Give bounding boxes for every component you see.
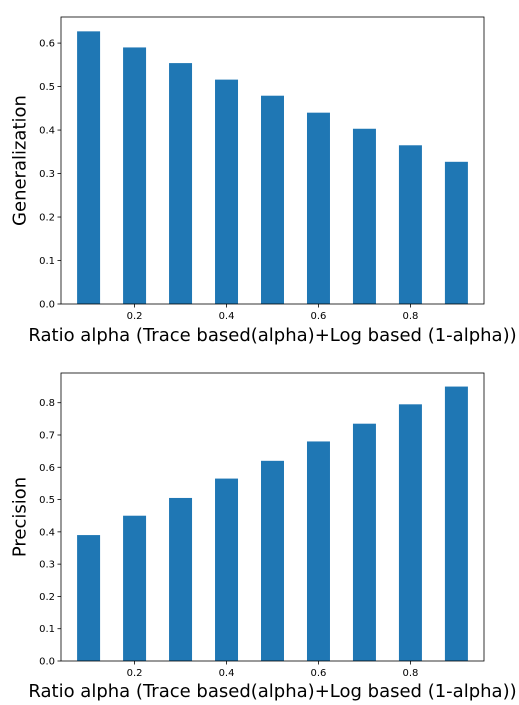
generalization-y-axis-label: Generalization xyxy=(10,95,31,226)
generalization-bars xyxy=(77,31,468,305)
precision-y-tick-label: 0.1 xyxy=(39,624,55,635)
precision-bars xyxy=(77,386,468,661)
generalization-bar xyxy=(306,112,330,305)
generalization-bar xyxy=(352,128,376,304)
generalization-y-tick-label: 0.5 xyxy=(39,82,55,93)
generalization-bar xyxy=(261,95,284,304)
precision-bar xyxy=(444,386,468,661)
precision-y-tick-label: 0.0 xyxy=(39,657,55,668)
generalization-x-tick-label: 0.2 xyxy=(127,311,143,322)
precision-y-tick-label: 0.4 xyxy=(39,527,55,538)
generalization-bar xyxy=(444,161,468,304)
generalization-x-axis-label: Ratio alpha (Trace based(alpha)+Log base… xyxy=(28,325,516,346)
generalization-x-tick-label: 0.4 xyxy=(219,311,235,322)
generalization-y-tick-label: 0.6 xyxy=(39,39,55,50)
generalization-bar xyxy=(398,145,422,304)
generalization-bar xyxy=(215,79,239,304)
generalization-y-tick-label: 0.1 xyxy=(39,256,55,267)
precision-y-tick-label: 0.6 xyxy=(39,463,55,474)
precision-bar xyxy=(169,497,193,661)
precision-bar xyxy=(306,441,330,661)
precision-y-axis-label: Precision xyxy=(10,477,31,557)
precision-y-tick-label: 0.3 xyxy=(39,560,55,571)
generalization-y-tick-label: 0.0 xyxy=(39,300,55,311)
generalization-y-tick-label: 0.4 xyxy=(39,126,55,137)
generalization-chart: 0.0 0.1 0.2 0.3 0.4 0.5 0.6 0.2 0.4 0.6 0.8 Gener… xyxy=(10,16,517,346)
precision-y-tick-label: 0.7 xyxy=(39,430,55,441)
generalization-x-ticks: 0.2 0.4 0.6 0.8 xyxy=(127,304,418,322)
generalization-x-tick-label: 0.6 xyxy=(311,311,327,322)
generalization-x-tick-label: 0.8 xyxy=(402,311,418,322)
precision-x-ticks: 0.2 0.4 0.6 0.8 xyxy=(127,661,418,679)
precision-x-tick-label: 0.6 xyxy=(311,668,327,679)
precision-bar xyxy=(77,535,101,661)
generalization-bar xyxy=(77,31,101,304)
precision-y-ticks: 0.0 0.1 0.2 0.3 0.4 0.5 0.6 0.7 0.8 xyxy=(39,398,61,668)
precision-plot-frame xyxy=(60,372,485,662)
generalization-bar xyxy=(123,47,147,304)
precision-x-tick-label: 0.2 xyxy=(127,668,143,679)
precision-y-tick-label: 0.2 xyxy=(39,592,55,603)
precision-chart: 0.0 0.1 0.2 0.3 0.4 0.5 0.6 0.7 0.8 0.2 0.4 0.6 0.8… xyxy=(10,372,517,702)
precision-y-tick-label: 0.5 xyxy=(39,495,55,506)
precision-bar xyxy=(215,478,239,661)
precision-y-tick-label: 0.8 xyxy=(39,398,55,409)
precision-x-tick-label: 0.8 xyxy=(402,668,418,679)
generalization-y-tick-label: 0.3 xyxy=(39,169,55,180)
generalization-y-tick-label: 0.2 xyxy=(39,213,55,224)
precision-bar xyxy=(123,515,147,661)
precision-bar xyxy=(398,404,422,661)
precision-x-tick-label: 0.4 xyxy=(219,668,235,679)
precision-bar xyxy=(352,423,376,661)
generalization-plot-frame xyxy=(60,16,485,305)
generalization-bar xyxy=(169,63,193,305)
precision-bar xyxy=(261,460,284,661)
generalization-y-ticks: 0.0 0.1 0.2 0.3 0.4 0.5 0.6 xyxy=(39,39,61,311)
precision-x-axis-label: Ratio alpha (Trace based(alpha)+Log base… xyxy=(28,681,516,702)
